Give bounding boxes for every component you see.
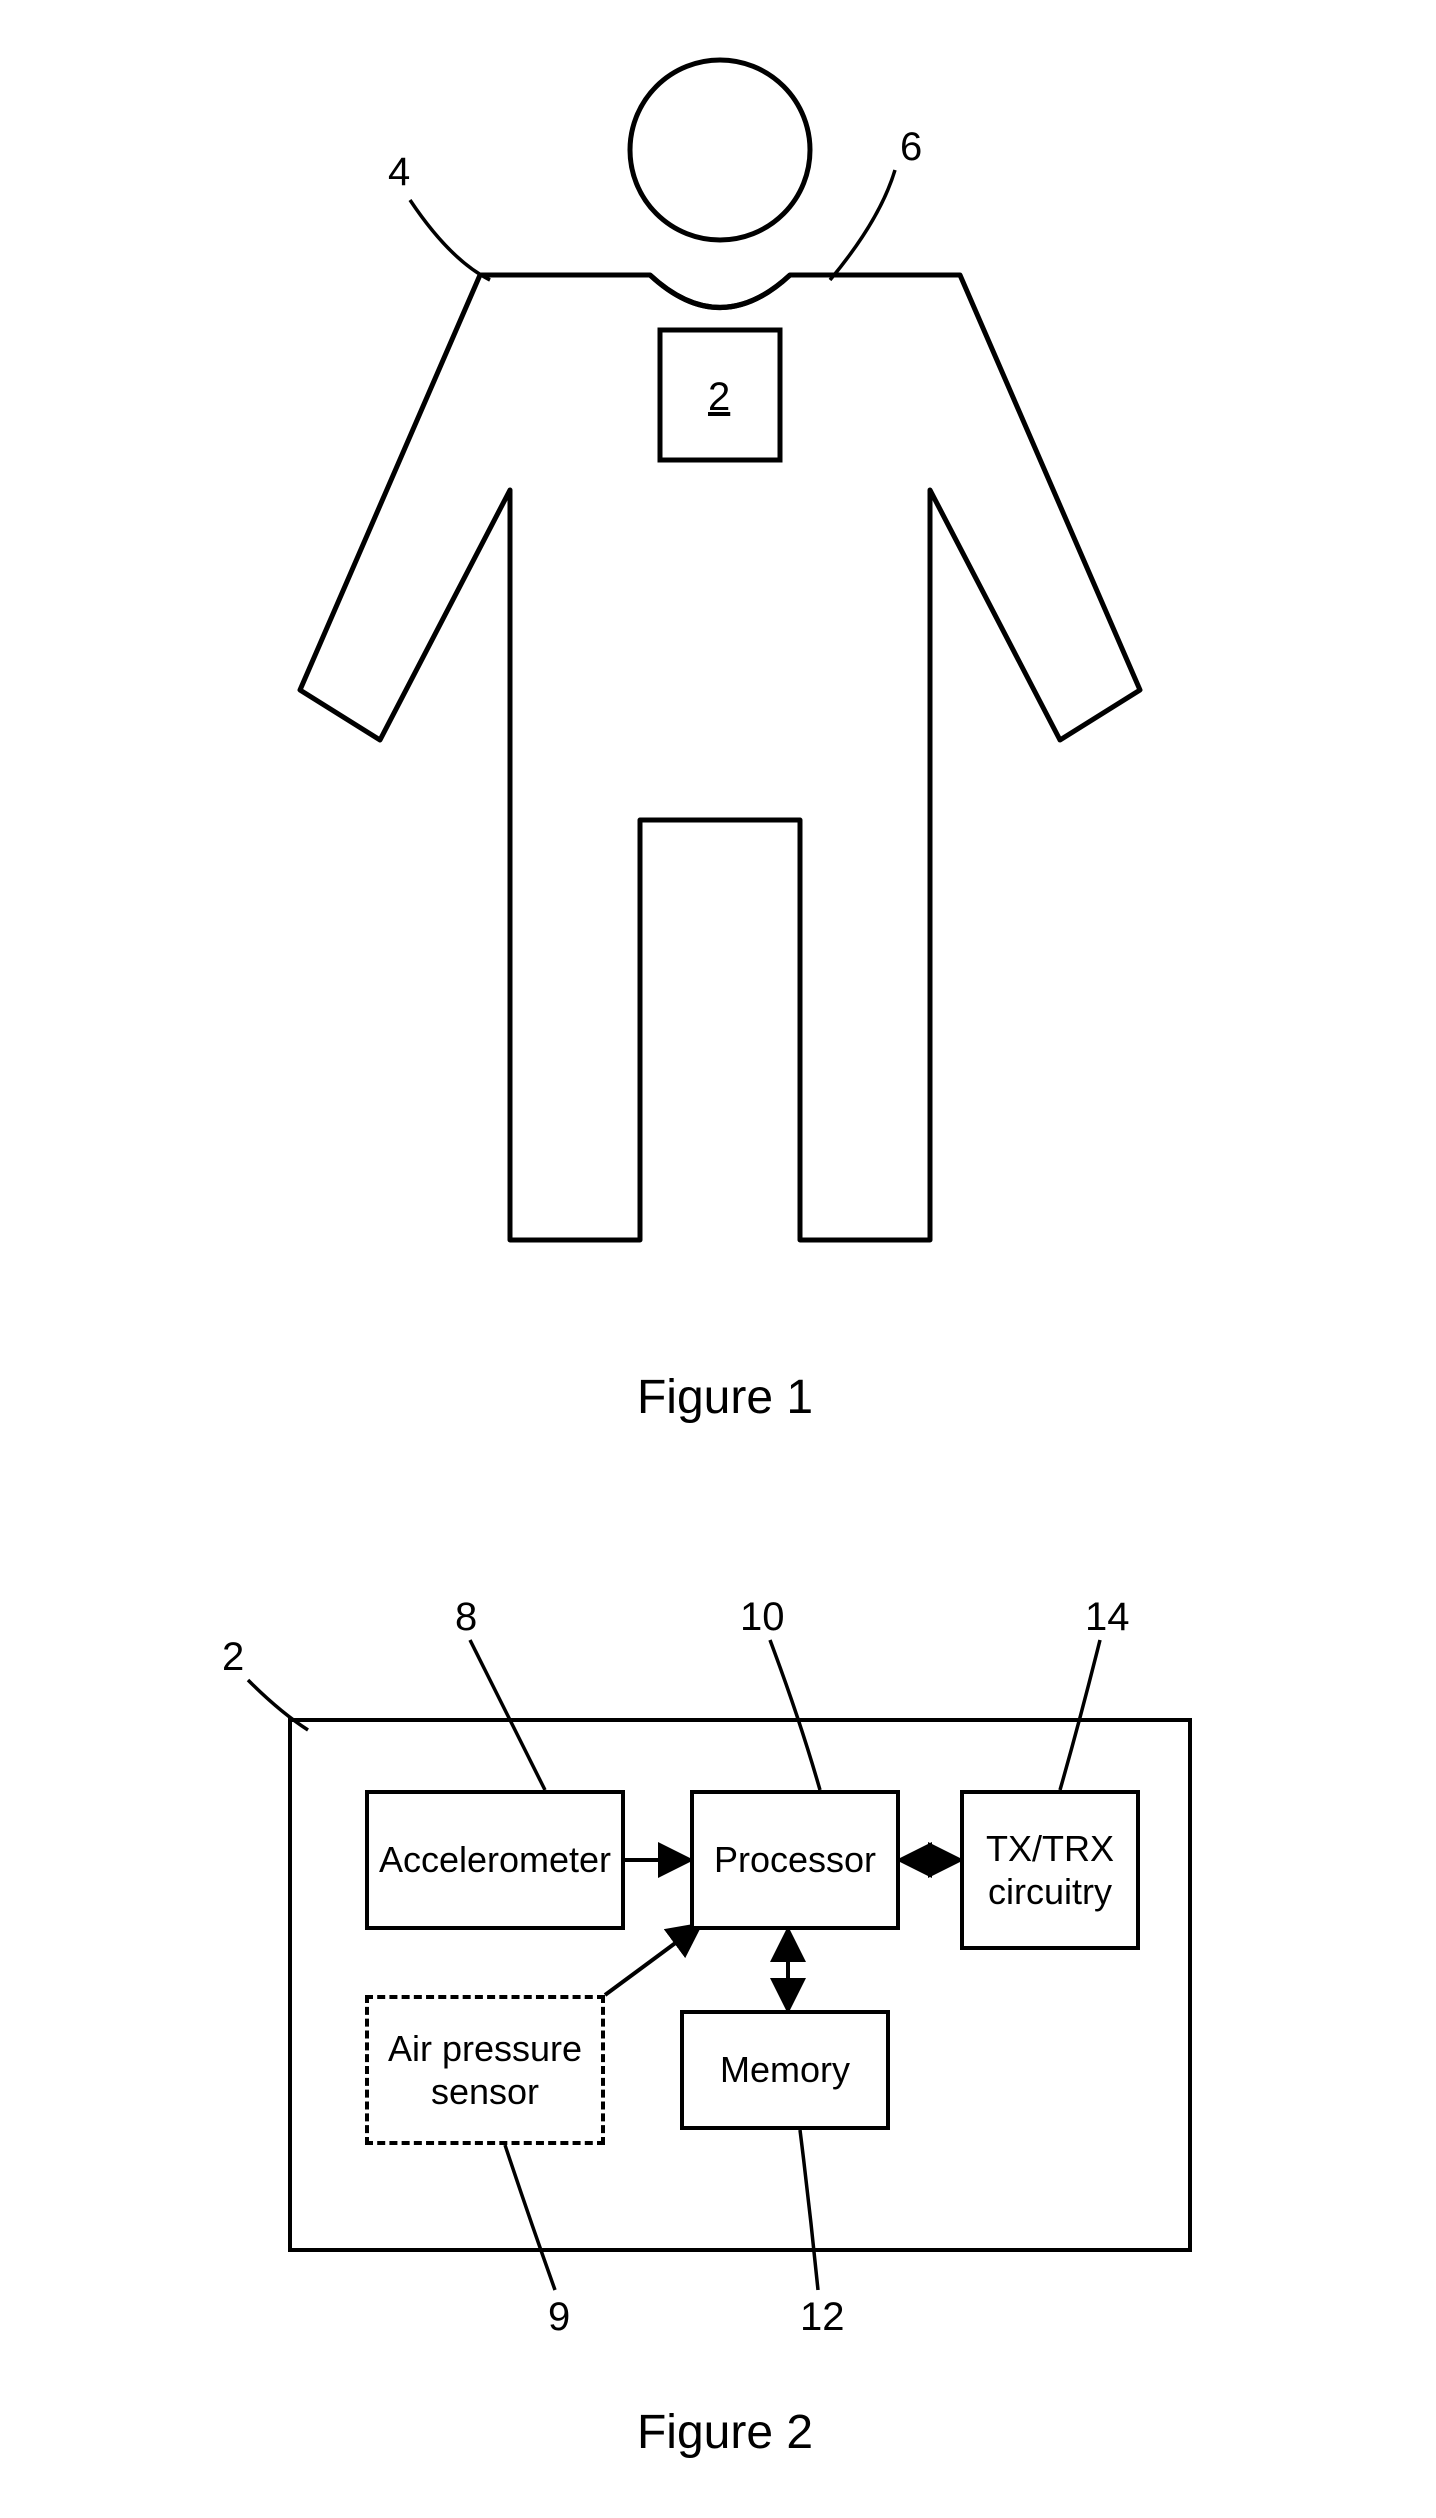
air-pressure-block: Air pressure sensor [365,1995,605,2145]
leader-6 [830,170,895,280]
ref-label-8: 8 [455,1595,477,1640]
air-pressure-label: Air pressure sensor [369,2027,601,2113]
memory-block: Memory [680,2010,890,2130]
leader-12 [800,2130,818,2290]
ref-label-12: 12 [800,2295,845,2340]
memory-label: Memory [720,2049,850,2091]
accelerometer-block: Accelerometer [365,1790,625,1930]
fig2-caption: Figure 2 [625,2405,825,2460]
leader-9 [505,2145,555,2290]
accelerometer-label: Accelerometer [379,1839,611,1881]
leader-2-fig2 [248,1680,308,1730]
processor-label: Processor [714,1839,876,1881]
processor-block: Processor [690,1790,900,1930]
leader-14 [1060,1640,1100,1790]
ref-label-14: 14 [1085,1595,1130,1640]
leader-4 [410,200,490,280]
ref-label-2-fig1: 2 [708,375,730,420]
pendant-cord [650,275,790,308]
ref-label-4: 4 [388,150,410,195]
txtrx-label: TX/TRX circuitry [964,1827,1136,1913]
leader-8 [470,1640,545,1790]
ref-label-9: 9 [548,2295,570,2340]
ref-label-6: 6 [900,125,922,170]
person-head [630,60,810,240]
fig1-caption: Figure 1 [625,1370,825,1425]
txtrx-block: TX/TRX circuitry [960,1790,1140,1950]
ref-label-2-fig2: 2 [222,1635,244,1680]
ref-label-10: 10 [740,1595,785,1640]
leader-10 [770,1640,820,1790]
arrow-air-to-proc [605,1927,697,1995]
